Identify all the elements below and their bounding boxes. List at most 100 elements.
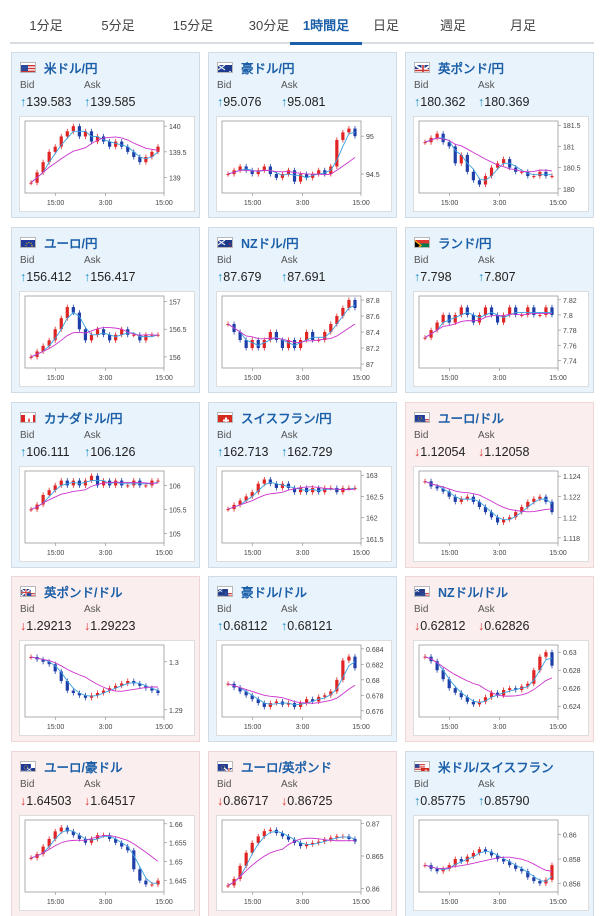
rate-card[interactable]: 英ポンド/円 Bid Ask ↑180.362 ↑180.369 181.5 181 180.… bbox=[405, 52, 594, 218]
candle-body bbox=[114, 141, 118, 147]
candle-body bbox=[323, 170, 327, 175]
tab-5[interactable]: 日足 bbox=[372, 18, 399, 33]
bid-value: ↑0.85775 bbox=[414, 794, 465, 808]
candle-body bbox=[441, 314, 445, 323]
pair-name[interactable]: NZドル/円 bbox=[241, 236, 299, 251]
rate-card[interactable]: 米ドル/スイスフラン Bid Ask ↑0.85775 ↑0.85790 0.86 0.85… bbox=[405, 751, 594, 916]
candlestick-chart: 0.63 0.628 0.626 0.624 15:00 3:00 15:00 bbox=[418, 644, 581, 731]
pair-name[interactable]: 英ポンド/ドル bbox=[44, 585, 123, 600]
candle-body bbox=[544, 307, 548, 315]
rate-card[interactable]: カナダドル/円 Bid Ask ↑106.111 ↑106.126 106 105.5 105… bbox=[11, 402, 200, 568]
pair-name[interactable]: NZドル/ドル bbox=[438, 585, 509, 600]
rate-card[interactable]: ユーロ/英ポンド Bid Ask ↓0.86717 ↓0.86725 0.87 0.865 0… bbox=[208, 751, 397, 916]
pair-name[interactable]: スイスフラン/円 bbox=[241, 411, 332, 426]
candle-body bbox=[489, 512, 494, 518]
candle-body bbox=[514, 512, 518, 518]
pair-name[interactable]: ユーロ/豪ドル bbox=[44, 760, 123, 775]
price-chart[interactable]: 1.66 1.655 1.65 1.645 15:00 3:00 15:00 bbox=[19, 815, 195, 911]
y-tick-label: 1.12 bbox=[563, 515, 577, 522]
rate-card[interactable]: ユーロ/円 Bid Ask ↑156.412 ↑156.417 157 156.5 156 15… bbox=[11, 227, 200, 393]
candle-body bbox=[244, 340, 248, 348]
rate-card[interactable]: NZドル/ドル Bid Ask ↓0.62812 ↓0.62826 0.63 0.628 0.… bbox=[405, 576, 594, 742]
card-header: 英ポンド/円 bbox=[414, 58, 504, 76]
card-header: ユーロ/円 bbox=[20, 233, 97, 251]
bid-label: Bid bbox=[20, 255, 35, 266]
price-chart[interactable]: 87.8 87.6 87.4 87.2 87 15:00 3:00 15:00 bbox=[216, 291, 392, 387]
candle-body bbox=[459, 154, 463, 164]
tab-1[interactable]: 5分足 bbox=[101, 18, 135, 33]
candle-body bbox=[89, 334, 94, 341]
tab-0[interactable]: 1分足 bbox=[29, 18, 63, 33]
candlestick-chart: 1.124 1.122 1.12 1.118 15:00 3:00 15:00 bbox=[418, 470, 581, 557]
candle-body bbox=[335, 487, 339, 493]
rate-card[interactable]: ユーロ/豪ドル Bid Ask ↓1.64503 ↓1.64517 1.66 1.655 1.… bbox=[11, 751, 200, 916]
candle-body bbox=[441, 670, 445, 680]
pair-name[interactable]: ユーロ/円 bbox=[44, 236, 98, 251]
rate-card[interactable]: ユーロ/ドル Bid Ask ↓1.12054 ↓1.12058 1.124 1.122 1.… bbox=[405, 402, 594, 568]
candle-body bbox=[453, 146, 457, 164]
pair-name[interactable]: ランド/円 bbox=[438, 236, 492, 251]
price-chart[interactable]: 0.86 0.858 0.856 15:00 3:00 15:00 bbox=[413, 815, 589, 911]
x-tick-label: 15:00 bbox=[352, 375, 370, 382]
rate-card[interactable]: 米ドル/円 Bid Ask ↑139.583 ↑139.585 140 139.5 139 15… bbox=[11, 52, 200, 218]
rate-card[interactable]: スイスフラン/円 Bid Ask ↑162.713 ↑162.729 163 162.5 16… bbox=[208, 402, 397, 568]
price-chart[interactable]: 0.63 0.628 0.626 0.624 15:00 3:00 15:00 bbox=[413, 640, 589, 736]
candlestick-chart: 163 162.5 162 161.5 15:00 3:00 15:00 bbox=[221, 470, 384, 557]
arrow-down-icon: ↓ bbox=[414, 445, 421, 459]
pair-name[interactable]: ユーロ/ドル bbox=[438, 411, 504, 426]
candle-body bbox=[514, 307, 518, 315]
price-chart[interactable]: 0.684 0.682 0.68 0.678 0.676 15:00 3:00 15:00 bbox=[216, 640, 392, 736]
price-chart[interactable]: 181.5 181 180.5 180 15:00 3:00 15:00 bbox=[413, 116, 589, 212]
ask-value: ↓0.62826 bbox=[478, 619, 529, 633]
y-tick-label: 1.65 bbox=[169, 860, 183, 867]
price-chart[interactable]: 7.82 7.8 7.78 7.76 7.74 15:00 3:00 15:00 bbox=[413, 291, 589, 387]
candle-body bbox=[286, 483, 291, 488]
ask-label: Ask bbox=[281, 604, 298, 615]
rate-card[interactable]: 英ポンド/ドル Bid Ask ↓1.29213 ↓1.29223 1.3 1.29 15:0… bbox=[11, 576, 200, 742]
candle-body bbox=[435, 868, 439, 872]
price-chart[interactable]: 157 156.5 156 15:00 3:00 15:00 bbox=[19, 291, 195, 387]
pair-name[interactable]: 米ドル/円 bbox=[44, 61, 98, 76]
arrow-down-icon: ↓ bbox=[217, 794, 224, 808]
x-tick-label: 15:00 bbox=[549, 200, 567, 207]
price-chart[interactable]: 0.87 0.865 0.86 15:00 3:00 15:00 bbox=[216, 815, 392, 911]
pair-name[interactable]: 英ポンド/円 bbox=[438, 61, 504, 76]
pair-name[interactable]: 豪ドル/ドル bbox=[241, 585, 307, 600]
price-chart[interactable]: 106 105.5 105 15:00 3:00 15:00 bbox=[19, 466, 195, 562]
tab-3[interactable]: 30分足 bbox=[248, 18, 290, 33]
rate-card[interactable]: ランド/円 Bid Ask ↑7.798 ↑7.807 7.82 7.8 7.78 7.76 7.… bbox=[405, 227, 594, 393]
tab-2[interactable]: 15分足 bbox=[172, 18, 214, 33]
price-chart[interactable]: 1.124 1.122 1.12 1.118 15:00 3:00 15:00 bbox=[413, 466, 589, 562]
ask-value: ↓1.12058 bbox=[478, 445, 529, 459]
pair-name[interactable]: カナダドル/円 bbox=[44, 411, 123, 426]
x-tick-label: 3:00 bbox=[296, 899, 310, 906]
tab-4[interactable]: 1時間足 bbox=[290, 8, 362, 45]
rate-card[interactable]: NZドル/円 Bid Ask ↑87.679 ↑87.691 87.8 87.6 87.4 87… bbox=[208, 227, 397, 393]
x-tick-label: 15:00 bbox=[155, 724, 173, 731]
bid-price: 87.679 bbox=[223, 270, 262, 284]
pair-name[interactable]: 米ドル/スイスフラン bbox=[438, 760, 554, 775]
candle-body bbox=[41, 162, 45, 173]
rate-card[interactable]: 豪ドル/ドル Bid Ask ↑0.68112 ↑0.68121 0.684 0.682 0.… bbox=[208, 576, 397, 742]
candlestick-chart: 7.82 7.8 7.78 7.76 7.74 15:00 3:00 15:00 bbox=[418, 295, 577, 382]
ma-long-line bbox=[30, 327, 159, 358]
price-chart[interactable]: 163 162.5 162 161.5 15:00 3:00 15:00 bbox=[216, 466, 392, 562]
pair-name[interactable]: 豪ドル/円 bbox=[241, 61, 295, 76]
price-chart[interactable]: 95 94.5 15:00 3:00 15:00 bbox=[216, 116, 392, 212]
candle-body bbox=[77, 693, 81, 696]
candlestick-chart: 106 105.5 105 15:00 3:00 15:00 bbox=[24, 470, 187, 557]
price-chart[interactable]: 140 139.5 139 15:00 3:00 15:00 bbox=[19, 116, 195, 212]
candle-body bbox=[526, 307, 530, 315]
pair-name[interactable]: ユーロ/英ポンド bbox=[241, 760, 332, 775]
price-chart[interactable]: 1.3 1.29 15:00 3:00 15:00 bbox=[19, 640, 195, 736]
tab-7[interactable]: 月足 bbox=[509, 18, 536, 33]
candle-body bbox=[435, 322, 439, 331]
tab-6[interactable]: 週足 bbox=[439, 18, 466, 33]
x-tick-label: 3:00 bbox=[296, 375, 310, 382]
candle-body bbox=[423, 481, 427, 483]
x-tick-label: 15:00 bbox=[549, 375, 567, 382]
candlestick-chart: 1.3 1.29 15:00 3:00 15:00 bbox=[24, 644, 183, 731]
candle-body bbox=[471, 852, 475, 857]
arrow-down-icon: ↓ bbox=[20, 794, 27, 808]
rate-card[interactable]: 豪ドル/円 Bid Ask ↑95.076 ↑95.081 95 94.5 15:00 3:00… bbox=[208, 52, 397, 218]
